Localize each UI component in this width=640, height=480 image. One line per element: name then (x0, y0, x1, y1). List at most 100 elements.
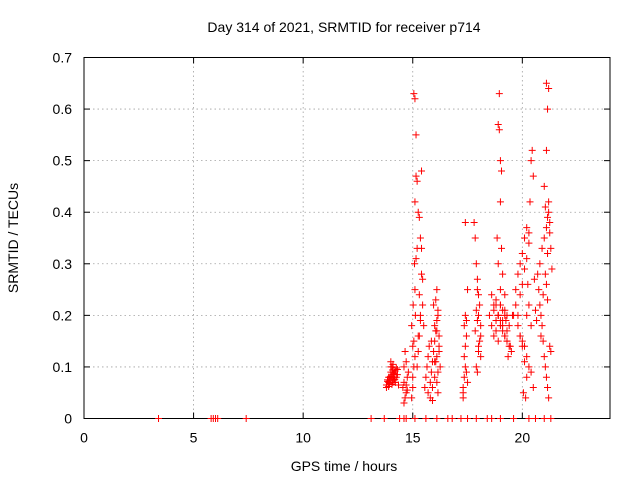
plot-frame (83, 57, 611, 419)
data-point (462, 332, 470, 340)
data-point (430, 301, 438, 309)
data-point (538, 322, 546, 330)
data-point (503, 327, 511, 335)
data-point (539, 291, 547, 299)
data-point (472, 415, 480, 422)
y-tick-label: 0.4 (53, 204, 73, 220)
data-point (542, 373, 550, 381)
data-point (460, 373, 468, 381)
data-point (529, 172, 537, 180)
data-point (393, 371, 401, 379)
y-tick-label: 0.6 (53, 101, 73, 117)
y-axis-label: SRMTID / TECUs (5, 183, 21, 293)
data-point (518, 249, 526, 257)
data-point (540, 182, 548, 190)
data-point (496, 198, 504, 206)
data-point (389, 366, 397, 374)
data-point (496, 415, 504, 422)
data-point (422, 373, 430, 381)
data-point (540, 234, 548, 242)
data-point (495, 126, 503, 134)
data-point (488, 415, 496, 422)
data-point (502, 317, 510, 325)
data-point (400, 363, 408, 371)
data-point (434, 389, 442, 397)
data-point (448, 415, 456, 422)
data-point (496, 322, 504, 330)
data-point (516, 332, 524, 340)
data-point (534, 270, 542, 278)
data-point (412, 255, 420, 263)
data-point (472, 363, 480, 371)
data-point (433, 317, 441, 325)
data-point (545, 84, 553, 92)
data-point (494, 337, 502, 345)
data-point (414, 208, 422, 216)
data-point (537, 311, 545, 319)
data-point (416, 317, 424, 325)
data-point (459, 394, 467, 402)
data-point (427, 368, 435, 376)
data-point (514, 270, 522, 278)
data-point (402, 358, 410, 366)
data-point (475, 311, 482, 319)
data-point (542, 224, 550, 232)
data-point (433, 286, 441, 294)
data-point (547, 244, 555, 252)
data-point (435, 347, 443, 355)
data-point (522, 394, 530, 402)
data-point (477, 332, 485, 340)
y-tick-label: 0.5 (53, 153, 73, 169)
data-point (402, 381, 410, 389)
data-point (542, 79, 550, 87)
data-point (476, 301, 484, 309)
data-point (494, 260, 502, 268)
data-point (460, 322, 468, 330)
x-tick-label: 10 (295, 430, 311, 446)
data-point (411, 95, 419, 103)
x-tick-label: 15 (405, 430, 421, 446)
data-point (422, 415, 430, 422)
data-point (421, 384, 429, 392)
data-point (492, 317, 500, 325)
data-point (461, 219, 469, 227)
data-point (514, 311, 522, 319)
data-point (413, 177, 421, 185)
data-point (400, 399, 408, 407)
data-point (413, 363, 421, 371)
data-point (410, 90, 418, 98)
data-point (427, 337, 435, 345)
x-tick-label: 20 (515, 430, 531, 446)
data-point (499, 306, 507, 314)
data-point (526, 198, 534, 206)
data-point (462, 317, 470, 325)
data-point (390, 370, 398, 378)
x-tick-label: 5 (190, 430, 198, 446)
data-point (496, 157, 504, 165)
data-point (542, 146, 550, 154)
data-point (462, 368, 470, 376)
data-point (544, 105, 552, 113)
data-point (410, 337, 418, 345)
data-point (507, 347, 515, 355)
data-point (525, 229, 533, 237)
data-point (401, 394, 409, 402)
data-point (519, 389, 527, 397)
y-tick-label: 0.3 (53, 256, 73, 272)
data-point (411, 415, 419, 422)
data-point (434, 311, 442, 319)
data-point (531, 306, 539, 314)
data-point (546, 229, 554, 237)
data-point (409, 342, 417, 350)
data-point (547, 415, 555, 422)
data-point (460, 353, 468, 361)
data-point (544, 296, 552, 304)
data-point (533, 317, 541, 325)
data-point (540, 353, 548, 361)
data-point (537, 332, 545, 340)
data-point (542, 280, 550, 288)
x-tick-labels: 0 5 10 15 20 (80, 430, 530, 446)
data-point (544, 249, 552, 257)
data-point (473, 275, 481, 283)
data-point (547, 347, 555, 355)
